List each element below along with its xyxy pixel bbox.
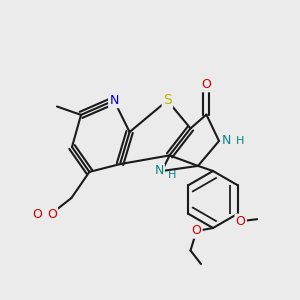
Text: N: N: [109, 94, 119, 107]
Text: O: O: [236, 215, 246, 228]
Text: H: H: [236, 136, 244, 146]
Text: O: O: [202, 78, 211, 91]
Text: O: O: [192, 224, 201, 238]
Text: O: O: [32, 208, 42, 221]
Text: N: N: [154, 164, 164, 178]
Text: O: O: [47, 208, 57, 221]
Text: S: S: [163, 94, 172, 107]
Text: N: N: [222, 134, 231, 148]
Text: H: H: [167, 170, 176, 181]
